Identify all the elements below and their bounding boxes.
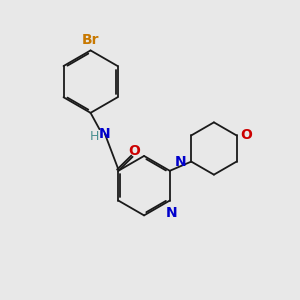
- Text: H: H: [89, 130, 99, 143]
- Text: N: N: [166, 206, 177, 220]
- Text: N: N: [175, 154, 187, 169]
- Text: N: N: [99, 127, 111, 141]
- Text: O: O: [240, 128, 252, 142]
- Text: Br: Br: [82, 34, 99, 47]
- Text: O: O: [129, 145, 141, 158]
